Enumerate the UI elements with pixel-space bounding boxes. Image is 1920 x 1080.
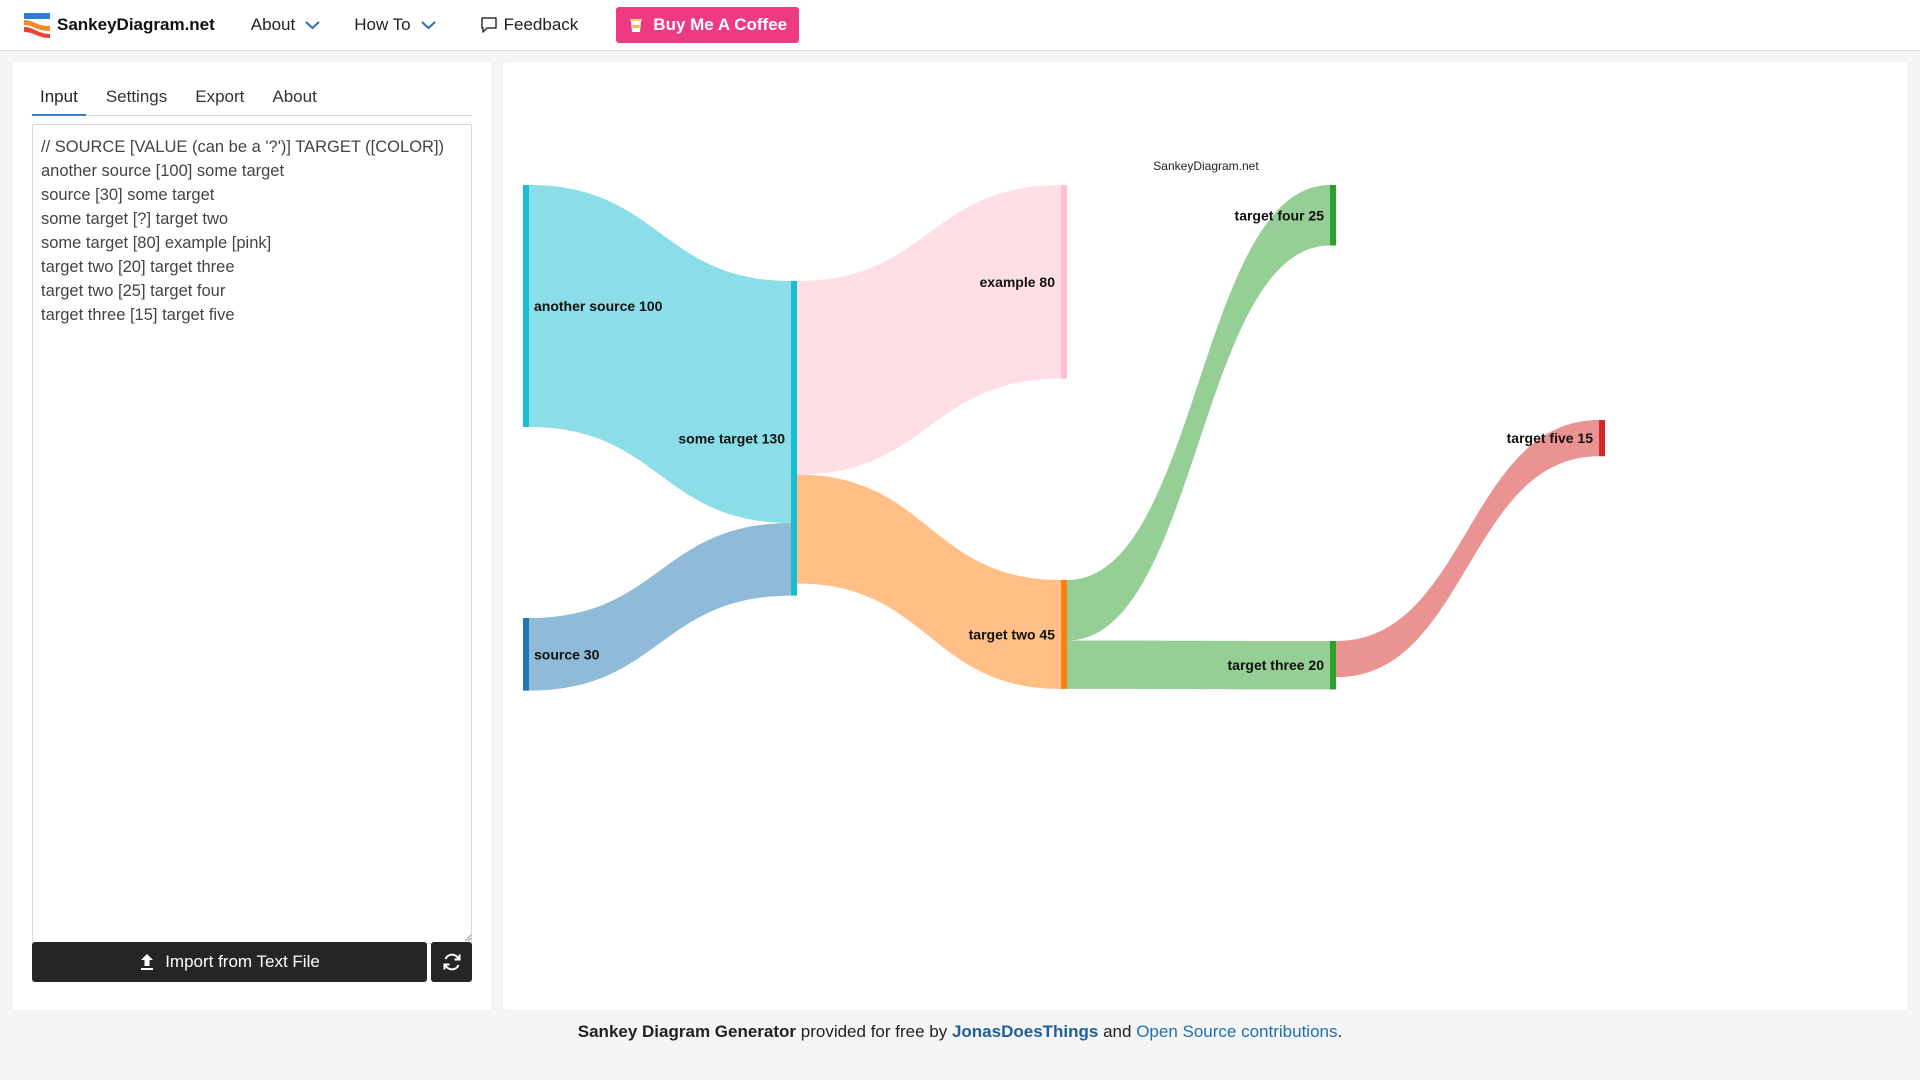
feedback-link[interactable]: Feedback <box>480 15 579 35</box>
sankey-link-another-source-to-some-target[interactable] <box>529 185 791 523</box>
buy-me-a-coffee-button[interactable]: Buy Me A Coffee <box>616 7 800 43</box>
sankey-node-source[interactable] <box>523 618 529 691</box>
footer-end: . <box>1337 1022 1343 1041</box>
brand-link[interactable]: SankeyDiagram.net <box>22 10 215 40</box>
footer: Sankey Diagram Generator provided for fr… <box>0 1022 1920 1042</box>
sankey-link-some-target-to-example[interactable] <box>797 185 1061 475</box>
refresh-button[interactable] <box>431 942 472 982</box>
sankey-node-target-two[interactable] <box>1061 580 1067 689</box>
coffee-cup-icon <box>630 19 643 32</box>
chart-watermark: SankeyDiagram.net <box>1153 159 1259 173</box>
chat-bubble-icon <box>480 17 497 33</box>
tab-settings[interactable]: Settings <box>105 87 168 106</box>
sankey-link-source-to-some-target[interactable] <box>529 523 791 691</box>
footer-oss-link[interactable]: Open Source contributions <box>1136 1022 1338 1041</box>
sankey-node-label: example 80 <box>980 274 1056 290</box>
refresh-icon <box>443 953 460 971</box>
nav-about-label: About <box>250 15 296 34</box>
footer-text-2: and <box>1098 1022 1137 1041</box>
footer-title: Sankey Diagram Generator <box>577 1022 797 1041</box>
sankey-node-label: target four 25 <box>1235 207 1325 223</box>
tab-input[interactable]: Input <box>32 86 86 116</box>
sankey-link-target-two-to-target-four[interactable] <box>1067 185 1330 641</box>
tab-export[interactable]: Export <box>195 87 245 106</box>
sankey-node-target-four[interactable] <box>1330 185 1336 246</box>
diagram-input-textarea[interactable]: // SOURCE [VALUE (can be a '?')] TARGET … <box>32 124 472 944</box>
sankey-link-some-target-to-target-two[interactable] <box>797 474 1061 689</box>
footer-text-1: provided for free by <box>796 1022 952 1041</box>
top-navbar: SankeyDiagram.net About How To Feedback … <box>0 0 1920 51</box>
sankey-link-target-three-to-target-five[interactable] <box>1336 420 1599 678</box>
chevron-down-icon <box>420 21 436 30</box>
nav-howto-dropdown[interactable]: How To <box>354 15 436 35</box>
sankey-node-target-three[interactable] <box>1330 641 1336 690</box>
sankey-node-label: some target 130 <box>678 430 785 446</box>
sankey-node-label: target three 20 <box>1228 657 1325 673</box>
feedback-label: Feedback <box>503 15 579 34</box>
chevron-down-icon <box>305 21 320 30</box>
nav-about-dropdown[interactable]: About <box>251 15 320 35</box>
nav-howto-label: How To <box>354 15 411 34</box>
labels-layer: another source 100 source 30 some target 1… <box>534 207 1593 673</box>
sankey-node-label: source 30 <box>534 646 600 662</box>
import-from-file-button[interactable]: Import from Text File <box>32 942 427 982</box>
sankey-node-label: another source 100 <box>534 298 663 314</box>
sankey-node-label: target two 45 <box>969 626 1056 642</box>
resize-grip-icon[interactable] <box>464 934 472 942</box>
sankey-diagram[interactable]: SankeyDiagram.net another source 100 sour… <box>503 62 1908 1010</box>
footer-author-link[interactable]: JonasDoesThings <box>951 1022 1099 1041</box>
sankey-node-label: target five 15 <box>1507 430 1594 446</box>
upload-icon <box>141 954 154 970</box>
tab-about[interactable]: About <box>272 87 317 106</box>
brand-name: SankeyDiagram.net <box>57 15 215 34</box>
nodes-layer <box>523 185 1605 691</box>
links-layer <box>529 185 1599 691</box>
import-label: Import from Text File <box>165 952 320 971</box>
coffee-label: Buy Me A Coffee <box>653 15 788 34</box>
sankey-node-target-five[interactable] <box>1599 420 1605 457</box>
sankey-node-some-target[interactable] <box>791 281 797 596</box>
sankey-link-target-two-to-target-three[interactable] <box>1067 640 1330 690</box>
diagram-panel: SankeyDiagram.net another source 100 sour… <box>503 62 1908 1010</box>
sankey-node-another-source[interactable] <box>523 185 529 427</box>
input-panel: Input Settings Export About // SOURCE [V… <box>12 62 492 1010</box>
sankey-logo-icon <box>24 13 50 38</box>
sankey-node-example[interactable] <box>1061 185 1067 379</box>
panel-tabs: Input Settings Export About <box>32 86 472 116</box>
